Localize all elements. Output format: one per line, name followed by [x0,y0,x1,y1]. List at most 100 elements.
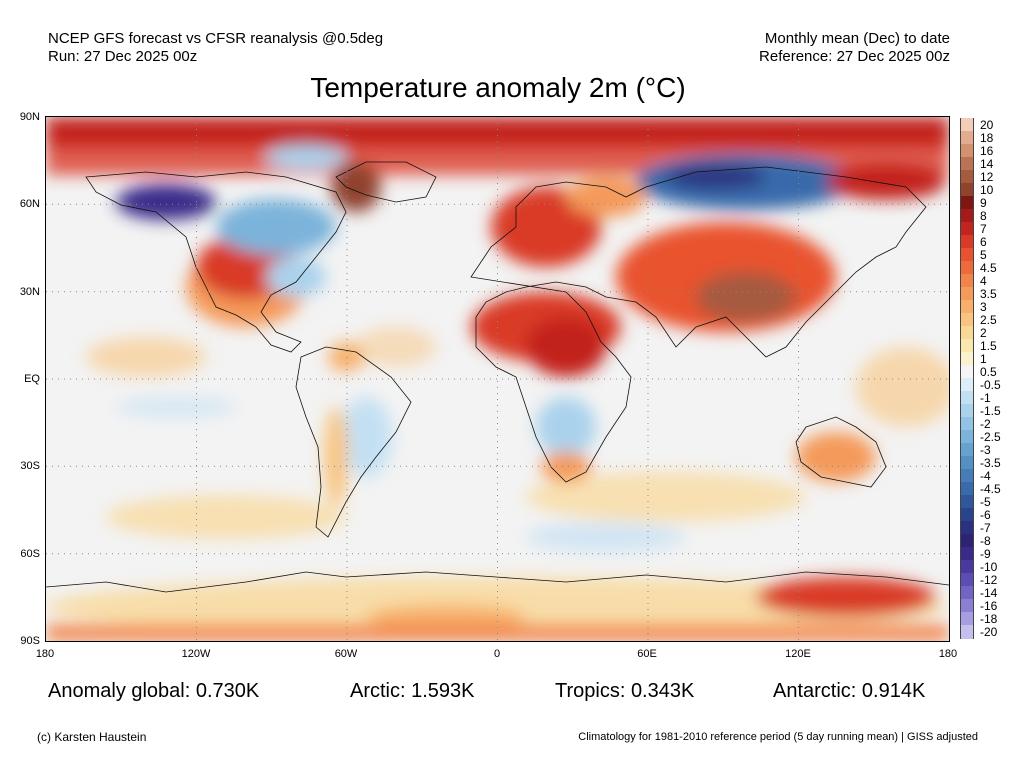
colorbar-label: -1.5 [980,403,1001,418]
colorbar-label: -0.5 [980,377,1001,392]
colorbar-label: -14 [980,585,998,600]
colorbar-label: -2.5 [980,429,1001,444]
colorbar-swatch [960,469,974,483]
lat-label-eq: EQ [24,373,40,385]
lon-label-60w: 60W [334,648,358,660]
colorbar-label: 8 [980,208,987,223]
colorbar-swatch [960,391,974,405]
colorbar-swatch [960,118,974,132]
colorbar-label: -9 [980,546,991,561]
colorbar-label: -18 [980,611,998,626]
map-title: Temperature anomaly 2m (°C) [310,72,686,103]
colorbar-swatch [960,248,974,262]
colorbar-swatch [960,131,974,145]
colorbar-swatch [960,417,974,431]
antarctic-anomaly: Antarctic: 0.914K [773,680,926,702]
colorbar-swatch [960,196,974,210]
anomaly-map [45,116,950,642]
colorbar-label: -16 [980,598,998,613]
lon-label-120e: 120E [785,648,811,660]
run-time: Run: 27 Dec 2025 00z [48,48,198,65]
colorbar-label: 9 [980,195,987,210]
colorbar-label: 20 [980,117,994,132]
colorbar-label: 7 [980,221,987,236]
lon-label-60e: 60E [637,648,657,660]
colorbar-label: -10 [980,559,998,574]
lat-label-60s: 60S [20,548,40,560]
period-description: Monthly mean (Dec) to date [764,30,950,47]
tropics-anomaly: Tropics: 0.343K [555,680,695,702]
colorbar-label: 3 [980,299,987,314]
colorbar-label: 4 [980,273,987,288]
colorbar-swatch [960,352,974,366]
lat-label-90s: 90S [20,635,40,647]
colorbar-label: -3.5 [980,455,1001,470]
colorbar-label: 18 [980,130,994,145]
colorbar-label: 2 [980,325,987,340]
colorbar-swatch [960,625,974,639]
colorbar-swatch [960,157,974,171]
colorbar-swatch [960,586,974,600]
coastlines [46,161,949,593]
colorbar-label: -8 [980,533,991,548]
colorbar-label: 3.5 [980,286,997,301]
lon-label-120w: 120W [181,648,211,660]
colorbar-swatch [960,300,974,314]
lat-label-30s: 30S [20,460,40,472]
colorbar-swatch [960,404,974,418]
colorbar-label: -12 [980,572,998,587]
colorbar-swatch [960,144,974,158]
colorbar-label: -20 [980,624,998,639]
colorbar-swatch [960,534,974,548]
graticule [46,117,949,641]
colorbar-swatch [960,287,974,301]
anomaly-field [46,117,949,641]
reference-time: Reference: 27 Dec 2025 00z [759,48,950,65]
anomaly-map-graphic [46,117,949,641]
colorbar-label: -6 [980,507,991,522]
lon-label-180w: 180 [35,648,55,660]
colorbar-label: 16 [980,143,994,158]
colorbar-label: 1.5 [980,338,997,353]
lon-label-0: 0 [493,648,501,660]
lat-label-30n: 30N [19,286,40,298]
colorbar-swatch [960,222,974,236]
arctic-anomaly: Arctic: 1.593K [350,680,475,702]
colorbar-label: -5 [980,494,991,509]
colorbar-swatch [960,547,974,561]
colorbar-swatch [960,612,974,626]
global-anomaly: Anomaly global: 0.730K [48,680,260,702]
colorbar-swatch [960,443,974,457]
colorbar-label: -2 [980,416,991,431]
colorbar-swatch [960,456,974,470]
lat-label-90n: 90N [19,111,40,123]
colorbar-label: 6 [980,234,987,249]
colorbar-label: 10 [980,182,994,197]
colorbar-label: 2.5 [980,312,997,327]
colorbar-swatch [960,261,974,275]
colorbar-label: 5 [980,247,987,262]
colorbar-label: 4.5 [980,260,997,275]
lat-label-60n: 60N [19,198,40,210]
colorbar-label: 0.5 [980,364,997,379]
colorbar-swatch [960,560,974,574]
colorbar-swatch [960,482,974,496]
colorbar-swatch [960,183,974,197]
colorbar-label: 1 [980,351,987,366]
colorbar-label: -4 [980,468,991,483]
climatology-note: Climatology for 1981-2010 reference peri… [578,731,978,743]
colorbar-swatch [960,508,974,522]
colorbar-label: -1 [980,390,991,405]
colorbar [960,118,974,639]
colorbar-swatch [960,495,974,509]
colorbar-swatch [960,235,974,249]
header-right: Monthly mean (Dec) to date Reference: 27… [759,30,950,66]
colorbar-swatch [960,313,974,327]
credit: (c) Karsten Haustein [37,730,147,744]
header-left: NCEP GFS forecast vs CFSR reanalysis @0.… [48,30,383,66]
lon-label-180e: 180 [938,648,958,660]
colorbar-swatch [960,339,974,353]
colorbar-swatch [960,209,974,223]
colorbar-swatch [960,573,974,587]
colorbar-swatch [960,274,974,288]
